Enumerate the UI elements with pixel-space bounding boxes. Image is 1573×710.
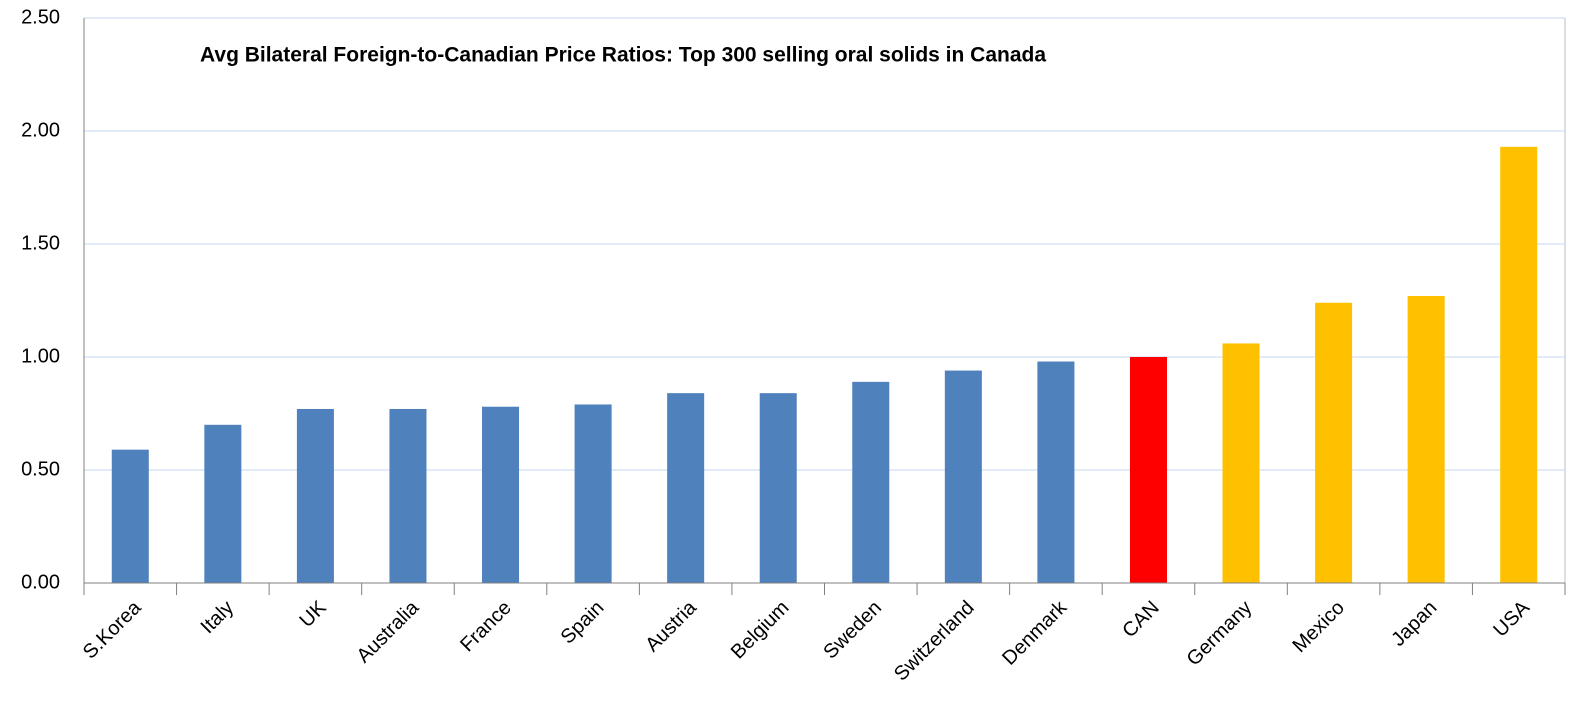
y-tick-label: 0.50 [21, 458, 60, 480]
bar [204, 424, 242, 583]
y-tick-label: 2.00 [21, 119, 60, 141]
x-tick-label: CAN [1118, 597, 1163, 642]
bar [852, 381, 890, 583]
y-tick-label: 1.00 [21, 345, 60, 367]
x-tick-label: Italy [197, 597, 238, 638]
bar [1315, 302, 1353, 583]
bar [111, 449, 149, 583]
bar [759, 393, 797, 583]
bar [1222, 343, 1260, 583]
x-tick-label: Sweden [819, 597, 886, 664]
bar [296, 408, 334, 583]
x-tick-label: Denmark [998, 596, 1072, 670]
bar [1407, 295, 1445, 583]
x-tick-label: Germany [1183, 597, 1257, 671]
x-tick-label: Belgium [727, 597, 794, 664]
x-tick-label: Austria [641, 596, 701, 656]
bar [1037, 361, 1075, 583]
bar [1500, 146, 1538, 583]
bar [389, 408, 427, 583]
x-tick-label: S.Korea [79, 596, 146, 663]
x-tick-label: Mexico [1289, 597, 1349, 657]
bar [574, 404, 612, 583]
y-tick-label: 1.50 [21, 232, 60, 254]
bar [482, 406, 520, 583]
x-tick-label: Japan [1387, 597, 1441, 651]
x-tick-label: UK [295, 596, 331, 632]
x-tick-label: Spain [557, 597, 609, 649]
bar [667, 393, 705, 583]
y-tick-label: 2.50 [21, 6, 60, 28]
bar [1129, 357, 1167, 583]
chart-title: Avg Bilateral Foreign-to-Canadian Price … [200, 44, 1046, 67]
bar [944, 370, 982, 583]
x-tick-label: Australia [353, 596, 424, 667]
y-tick-label: 0.00 [21, 571, 60, 593]
x-tick-label: France [456, 597, 516, 657]
x-tick-label: Switzerland [890, 597, 979, 686]
x-tick-label: USA [1489, 596, 1534, 641]
